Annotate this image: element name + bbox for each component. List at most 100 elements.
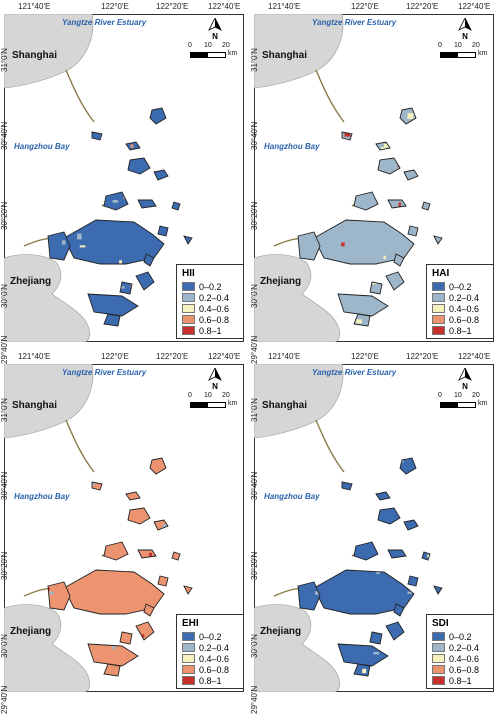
legend-label: 0.8–1 — [199, 326, 222, 336]
longitude-tick: 122°40'E — [208, 2, 240, 11]
legend-swatch — [182, 665, 195, 674]
city-label: Shanghai — [262, 50, 307, 61]
longitude-tick: 122°40'E — [458, 2, 490, 11]
scale-bar-graphic — [440, 402, 476, 408]
longitude-tick: 121°40'E — [268, 352, 300, 361]
legend-entry: 0.2–0.4 — [182, 292, 238, 303]
legend-swatch — [432, 315, 445, 324]
north-arrow-icon: N — [206, 18, 224, 40]
estuary-label: Yangtze River Estuary — [312, 368, 396, 377]
legend-entry: 0.6–0.8 — [182, 664, 238, 675]
legend-swatch — [432, 676, 445, 685]
bay-label: Hangzhou Bay — [14, 142, 70, 151]
legend-swatch — [182, 632, 195, 641]
longitude-tick: 122°40'E — [208, 352, 240, 361]
bay-label: Hangzhou Bay — [264, 142, 320, 151]
legend-label: 0.4–0.6 — [199, 304, 229, 314]
legend-label: 0.2–0.4 — [449, 643, 479, 653]
legend-swatch — [182, 304, 195, 313]
legend-label: 0–0.2 — [199, 632, 222, 642]
province-label: Zhejiang — [260, 626, 301, 637]
legend-entry: 0.8–1 — [182, 675, 238, 686]
estuary-label: Yangtze River Estuary — [62, 18, 146, 27]
legend-swatch — [432, 632, 445, 641]
scale-tick-label: 0 — [188, 42, 192, 49]
province-label: Zhejiang — [10, 276, 51, 287]
legend-entry: 0.8–1 — [182, 325, 238, 336]
north-arrow-icon: N — [206, 368, 224, 390]
legend-swatch — [432, 665, 445, 674]
legend-label: 0.6–0.8 — [449, 665, 479, 675]
map-panel-hai: Yangtze River Estuary Shanghai Hangzhou Ba… — [254, 14, 494, 342]
legend-swatch — [182, 315, 195, 324]
legend-entry: 0–0.2 — [182, 631, 238, 642]
legend-swatch — [182, 293, 195, 302]
scale-tick-label: 0 — [438, 42, 442, 49]
legend-label: 0.6–0.8 — [199, 665, 229, 675]
city-label: Shanghai — [262, 400, 307, 411]
legend-entry: 0.6–0.8 — [182, 314, 238, 325]
longitude-tick: 121°40'E — [268, 2, 300, 11]
legend-swatch — [432, 643, 445, 652]
legend-swatch — [432, 282, 445, 291]
scale-tick-label: 10 — [204, 392, 212, 399]
legend-label: 0–0.2 — [199, 282, 222, 292]
svg-text:N: N — [462, 32, 468, 40]
legend-label: 0.6–0.8 — [449, 315, 479, 325]
longitude-tick: 122°20'E — [156, 2, 188, 11]
scale-tick-label: 0 — [188, 392, 192, 399]
north-arrow-icon: N — [456, 18, 474, 40]
legend-entry: 0–0.2 — [182, 281, 238, 292]
scale-tick-label: 20 — [222, 392, 230, 399]
legend-label: 0.8–1 — [199, 676, 222, 686]
legend-entry: 0.4–0.6 — [432, 653, 488, 664]
svg-text:N: N — [212, 382, 218, 390]
scale-tick-label: 20 — [472, 42, 480, 49]
legend-swatch — [182, 654, 195, 663]
legend-entry: 0.8–1 — [432, 675, 488, 686]
legend-label: 0.4–0.6 — [449, 654, 479, 664]
legend-label: 0.6–0.8 — [199, 315, 229, 325]
legend-entry: 0.8–1 — [432, 325, 488, 336]
legend-label: 0.2–0.4 — [199, 293, 229, 303]
legend-swatch — [432, 326, 445, 335]
legend-swatch — [182, 643, 195, 652]
svg-text:N: N — [212, 32, 218, 40]
legend-title: HAI — [432, 268, 488, 279]
legend-title: HII — [182, 268, 238, 279]
legend-entry: 0–0.2 — [432, 281, 488, 292]
north-arrow-icon: N — [456, 368, 474, 390]
legend-entry: 0–0.2 — [432, 631, 488, 642]
legend-title: SDI — [432, 618, 488, 629]
scale-bar-graphic — [190, 402, 226, 408]
scale-tick-label: 10 — [454, 42, 462, 49]
estuary-label: Yangtze River Estuary — [62, 368, 146, 377]
longitude-tick: 122°0'E — [101, 2, 129, 11]
scale-unit: km — [228, 400, 237, 407]
legend-label: 0.4–0.6 — [449, 304, 479, 314]
legend-swatch — [432, 654, 445, 663]
legend-swatch — [182, 282, 195, 291]
scale-unit: km — [478, 50, 487, 57]
longitude-tick: 122°40'E — [458, 352, 490, 361]
city-label: Shanghai — [12, 50, 57, 61]
legend-entry: 0.4–0.6 — [432, 303, 488, 314]
legend-entry: 0.4–0.6 — [182, 303, 238, 314]
scale-tick-label: 10 — [454, 392, 462, 399]
longitude-tick: 122°0'E — [351, 2, 379, 11]
longitude-tick: 122°20'E — [156, 352, 188, 361]
legend-label: 0.4–0.6 — [199, 654, 229, 664]
scale-tick-label: 10 — [204, 42, 212, 49]
legend-entry: 0.2–0.4 — [182, 642, 238, 653]
estuary-label: Yangtze River Estuary — [312, 18, 396, 27]
scale-unit: km — [228, 50, 237, 57]
longitude-tick: 122°0'E — [351, 352, 379, 361]
